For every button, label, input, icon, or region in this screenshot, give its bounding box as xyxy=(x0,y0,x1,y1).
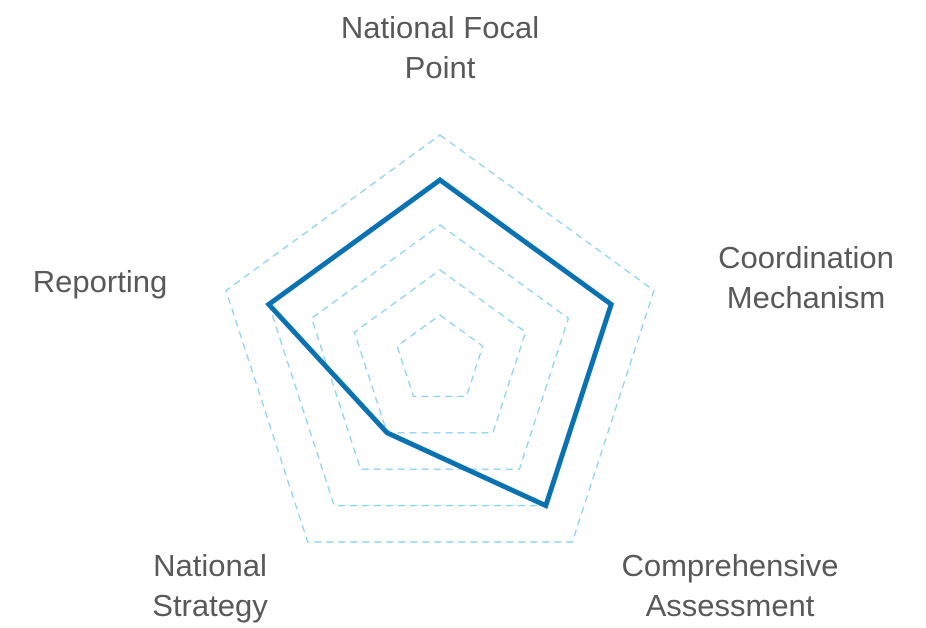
category-label-line: Comprehensive xyxy=(621,548,838,583)
category-label-line: Coordination xyxy=(718,240,894,275)
category-label-line: National xyxy=(153,548,267,583)
grid-ring-1 xyxy=(396,314,484,398)
category-label-0: National Focal Point xyxy=(341,10,539,85)
grid-ring-2 xyxy=(353,269,527,434)
category-labels: National Focal Point Coordination Mechanism… xyxy=(33,10,894,623)
category-label-line: Strategy xyxy=(152,588,268,623)
category-label-line: Point xyxy=(405,50,476,85)
category-label-1: Coordination Mechanism xyxy=(718,240,894,315)
category-label-4: Reporting xyxy=(33,264,167,299)
category-label-line: National Focal xyxy=(341,10,539,45)
category-label-2: Comprehensive Assessment xyxy=(621,548,838,623)
radar-grid xyxy=(225,134,655,543)
category-label-line: Reporting xyxy=(33,264,167,299)
grid-ring-5 xyxy=(225,134,655,543)
category-label-3: National Strategy xyxy=(152,548,268,623)
radar-series xyxy=(265,176,615,510)
category-label-line: Mechanism xyxy=(727,280,886,315)
grid-ring-3 xyxy=(310,224,570,470)
series-line-0 xyxy=(265,176,615,510)
category-label-line: Assessment xyxy=(646,588,815,623)
